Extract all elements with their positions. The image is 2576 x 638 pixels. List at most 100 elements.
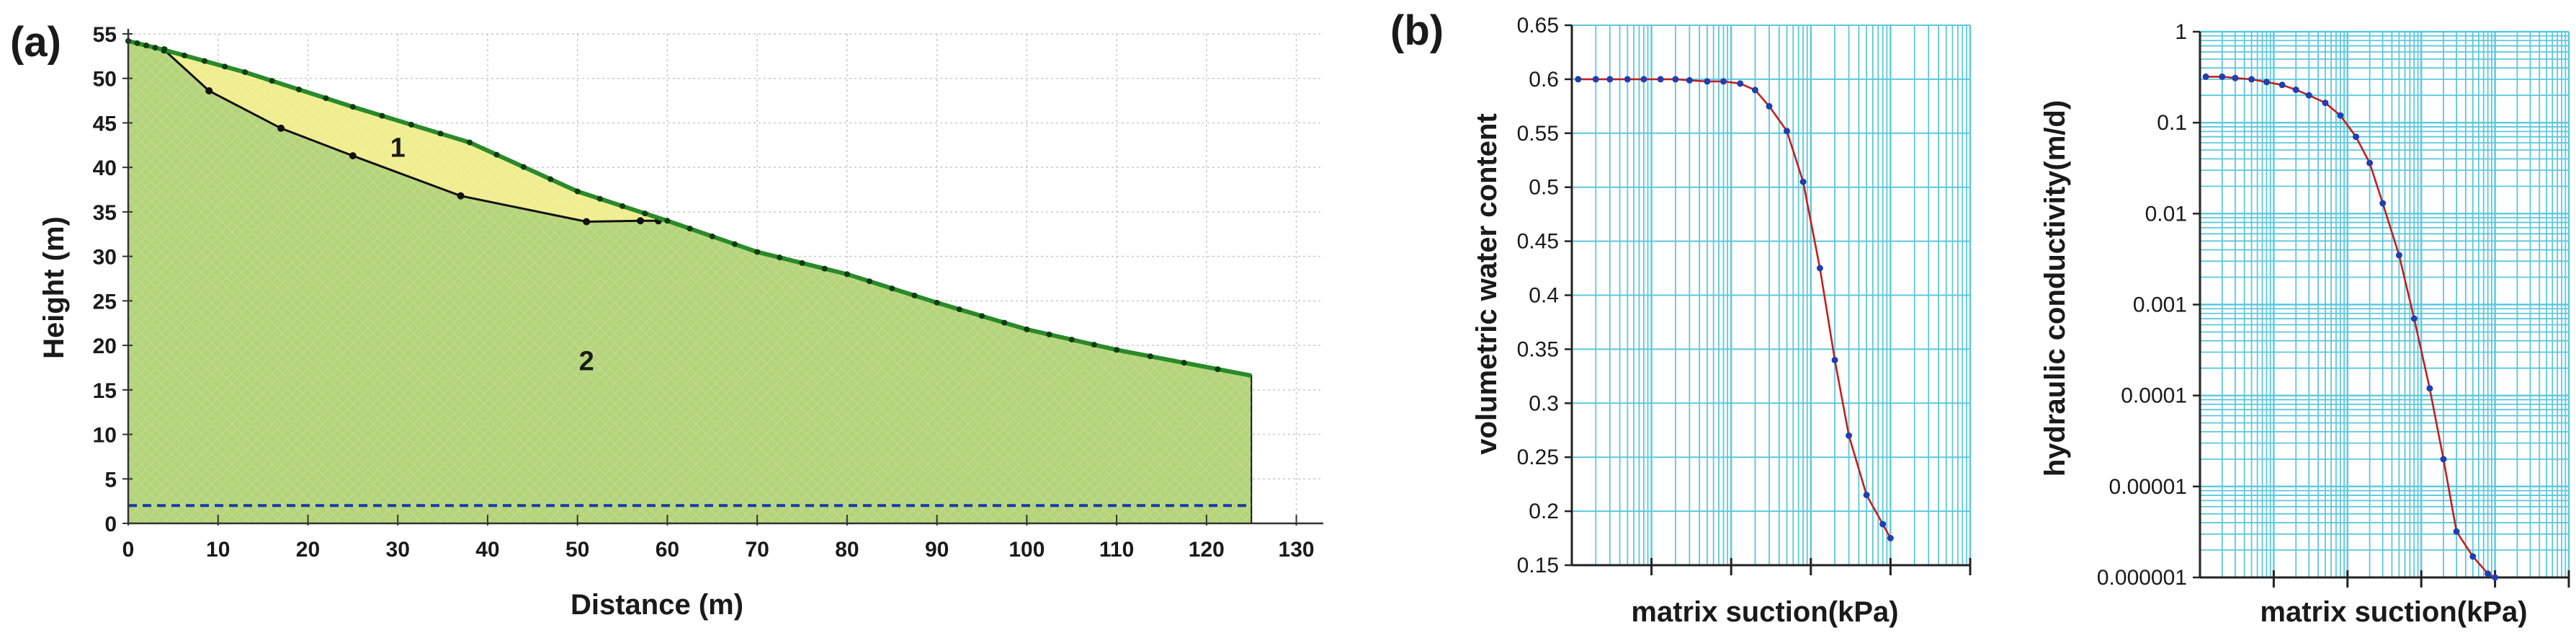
slope-y-tick-label: 20	[93, 334, 117, 358]
swcc-y-tick-label: 0.4	[1529, 284, 1559, 308]
slope-y-tick-label: 10	[93, 424, 117, 448]
slip-surface-point	[205, 87, 213, 95]
swcc-y-tick-label: 0.45	[1517, 230, 1559, 254]
ground-surface-node	[408, 121, 414, 128]
ground-surface-node	[687, 226, 693, 232]
hcf-series-line	[2206, 76, 2496, 579]
slope-x-tick-label: 110	[1099, 538, 1134, 562]
swcc-data-point	[1686, 76, 1693, 84]
ground-surface-node	[349, 104, 356, 110]
swcc-chart: matrix suction(kPa) volumetric water con…	[1471, 14, 1972, 628]
slope-region-1-texture	[164, 50, 658, 222]
swcc-y-tick-label: 0.6	[1529, 68, 1559, 92]
hcf-data-point	[2232, 74, 2239, 81]
swcc-x-axis-label: matrix suction(kPa)	[1631, 596, 1898, 628]
slope-y-tick-label: 30	[93, 246, 117, 270]
swcc-y-axis-label: volumetric water content	[1471, 113, 1503, 454]
swcc-data-point	[1879, 520, 1887, 528]
slope-x-tick-label: 80	[835, 538, 859, 562]
swcc-data-point	[1816, 265, 1823, 272]
ground-surface-node	[269, 78, 275, 84]
ground-surface-node	[467, 139, 473, 146]
ground-surface-node	[1001, 319, 1008, 326]
hcf-data-point	[2485, 570, 2492, 577]
slip-surface-point	[349, 152, 357, 160]
ground-surface-node	[143, 43, 149, 49]
swcc-y-tick-label: 0.15	[1517, 554, 1559, 577]
hcf-data-point	[2410, 315, 2418, 322]
swcc-data-point	[1887, 535, 1894, 541]
hcf-y-tick-label: 1	[2175, 20, 2187, 44]
hcf-data-point	[2219, 73, 2226, 80]
ground-surface-node	[979, 313, 985, 319]
swcc-data-point	[1752, 87, 1758, 94]
swcc-data-point	[1846, 432, 1853, 439]
hcf-y-tick-label: 0.001	[2133, 293, 2187, 317]
hcf-data-point	[2263, 79, 2270, 86]
swcc-data-point	[1704, 78, 1711, 85]
ground-surface-node	[620, 203, 626, 209]
slope-y-tick-label: 45	[93, 112, 117, 136]
ground-surface-node	[323, 95, 329, 102]
swcc-data-point	[1766, 102, 1773, 110]
ground-surface-node	[242, 69, 249, 76]
region-label-2: 2	[579, 347, 594, 377]
ground-surface-node	[152, 45, 158, 51]
ground-surface-node	[1147, 353, 1153, 360]
ground-surface-node	[520, 164, 527, 170]
swcc-data-point	[1799, 178, 1807, 185]
slip-surface-line	[163, 49, 658, 223]
ground-surface-node	[222, 63, 228, 70]
ground-surface-node	[134, 40, 140, 46]
slip-surface-point	[583, 218, 591, 226]
ground-surface-node	[1215, 366, 1221, 373]
hcf-data-point	[2469, 553, 2477, 560]
ground-surface-node	[731, 241, 738, 247]
ground-surface-node	[709, 233, 715, 239]
slope-x-tick-label: 10	[206, 538, 230, 562]
panel-label-a: (a)	[10, 19, 61, 66]
ground-surface-node	[161, 47, 167, 53]
hcf-y-axis-label: hydraulic conductivity(m/d)	[2039, 100, 2071, 477]
slip-surface-point	[277, 124, 285, 132]
swcc-data-point	[1657, 76, 1664, 83]
slope-y-tick-label: 0	[104, 513, 117, 536]
ground-surface-node	[1114, 347, 1120, 353]
ground-surface-node	[1091, 342, 1097, 348]
swcc-data-point	[1592, 76, 1599, 83]
ground-surface-node	[664, 218, 671, 224]
ground-surface-node	[181, 52, 187, 58]
swcc-data-point	[1831, 356, 1838, 363]
ground-surface-node	[1046, 331, 1052, 337]
hcf-x-axis-label: matrix suction(kPa)	[2260, 596, 2527, 628]
ground-surface-node	[596, 195, 603, 202]
slope-x-tick-label: 100	[1009, 538, 1045, 562]
slope-x-tick-label: 120	[1189, 538, 1225, 562]
ground-surface-node	[379, 112, 385, 119]
slope-y-tick-label: 15	[93, 379, 117, 403]
slope-y-tick-label: 25	[93, 290, 117, 314]
slope-x-tick-label: 40	[475, 538, 499, 562]
region-label-1: 1	[390, 133, 406, 163]
slope-y-axis-label: Height (m)	[38, 216, 70, 359]
hcf-data-point	[2426, 385, 2433, 392]
slope-axes	[127, 29, 1323, 525]
hcf-data-point	[2248, 76, 2255, 83]
swcc-data-point	[1737, 80, 1744, 87]
swcc-data-point	[1720, 78, 1727, 85]
slope-x-tick-label: 70	[745, 538, 769, 562]
slope-x-tick-label: 130	[1279, 538, 1315, 562]
slope-x-tick-label: 50	[565, 538, 589, 562]
slope-y-tick-label: 5	[104, 468, 117, 492]
slope-y-tick-label: 55	[93, 23, 117, 47]
hcf-y-tick-label: 0.00001	[2109, 475, 2187, 499]
hcf-data-point	[2305, 92, 2312, 99]
swcc-data-point	[1575, 76, 1582, 83]
swcc-series-line	[1578, 78, 1892, 539]
ground-surface-node	[844, 271, 850, 278]
ground-surface-node	[642, 211, 648, 217]
hcf-y-tick-label: 0.1	[2157, 111, 2187, 135]
swcc-y-tick-label: 0.35	[1517, 337, 1559, 361]
swcc-y-tick-label: 0.5	[1529, 176, 1559, 200]
hcf-data-point	[2379, 200, 2387, 207]
